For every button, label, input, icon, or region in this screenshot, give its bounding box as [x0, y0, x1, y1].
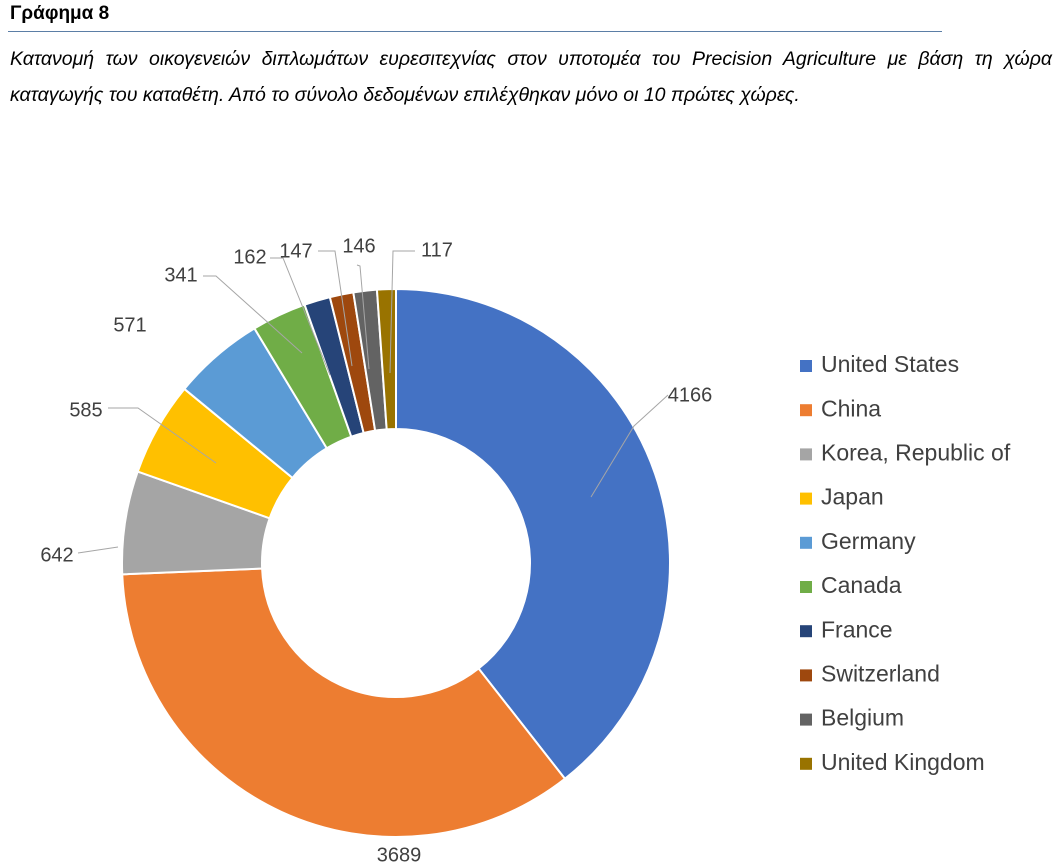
legend-swatch-united-states	[800, 360, 812, 372]
legend-label-korea-republic-of: Korea, Republic of	[821, 439, 1011, 465]
legend-swatch-canada	[800, 581, 812, 593]
data-label-china: 3689	[377, 844, 422, 866]
data-label-canada: 341	[164, 264, 197, 286]
legend-swatch-france	[800, 625, 812, 637]
data-label-germany: 571	[113, 314, 146, 336]
legend-swatch-japan	[800, 493, 812, 505]
data-label-switzerland: 147	[279, 240, 312, 262]
data-label-korea-republic-of: 642	[40, 544, 73, 566]
legend-swatch-belgium	[800, 714, 812, 726]
doughnut-chart: 4166 3689 642 585 571 341 162 147 146 117 United S…	[0, 0, 1060, 868]
legend-swatch-korea-republic-of	[800, 448, 812, 460]
data-label-united-kingdom: 117	[421, 239, 453, 261]
legend-label-japan: Japan	[821, 484, 884, 510]
legend-swatch-united-kingdom	[800, 758, 812, 770]
data-label-united-states: 4166	[668, 384, 713, 406]
chart-legend: United States China Korea, Republic of Japa…	[800, 351, 1011, 775]
slice-china	[122, 569, 565, 837]
data-label-france: 162	[233, 246, 266, 268]
legend-label-china: China	[821, 395, 881, 421]
data-label-japan: 585	[69, 399, 102, 421]
legend-label-france: France	[821, 616, 893, 642]
legend-label-belgium: Belgium	[821, 705, 904, 731]
leader-line-korea-republic-of	[78, 547, 118, 553]
legend-label-united-states: United States	[821, 351, 959, 377]
legend-label-united-kingdom: United Kingdom	[821, 749, 985, 775]
legend-swatch-germany	[800, 537, 812, 549]
legend-label-switzerland: Switzerland	[821, 660, 940, 686]
legend-swatch-china	[800, 404, 812, 416]
legend-label-canada: Canada	[821, 572, 902, 598]
legend-label-germany: Germany	[821, 528, 916, 554]
legend-swatch-switzerland	[800, 669, 812, 681]
data-label-belgium: 146	[342, 235, 375, 257]
